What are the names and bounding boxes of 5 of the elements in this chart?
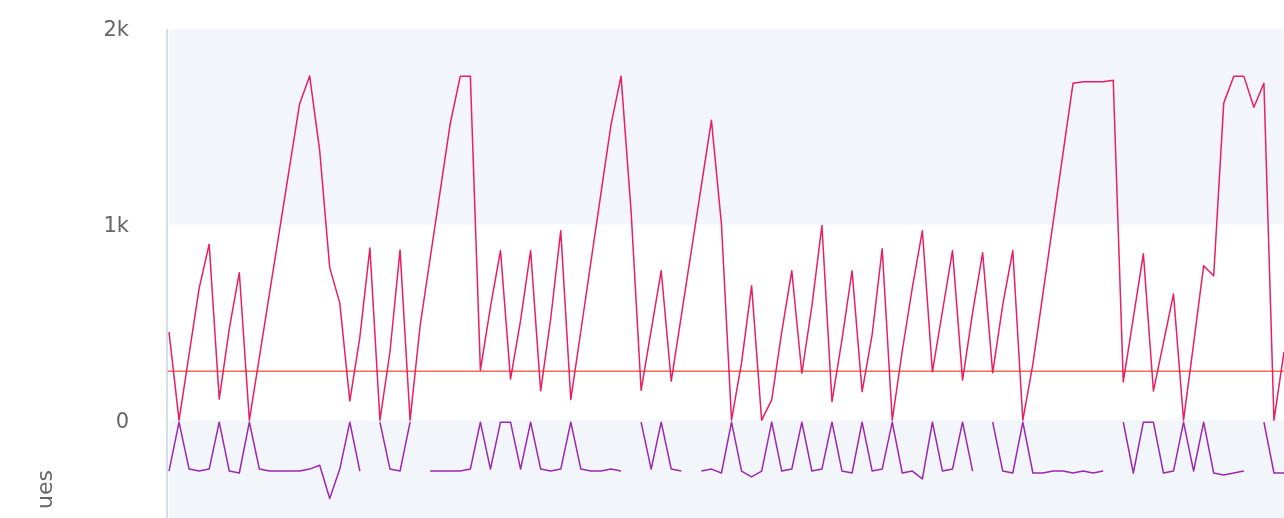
y-tick-label: 0 (115, 408, 129, 433)
y-tick-label: 2k (103, 17, 130, 42)
y-tick-label: 1k (103, 213, 130, 238)
line-series (168, 75, 1284, 421)
y-axis-title: ues (32, 470, 57, 509)
